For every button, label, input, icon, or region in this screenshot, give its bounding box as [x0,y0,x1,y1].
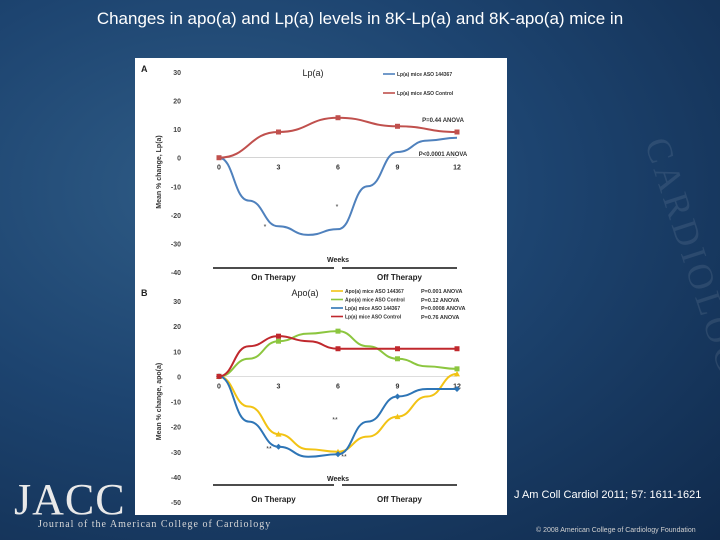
panel-a-stat-label: P<0.0001 ANOVA [419,152,468,158]
panel-a-ylabel: Mean % change, Lp(a) [156,135,163,209]
panel-b-data-point [335,451,341,458]
panel-b-data-point [276,338,281,344]
panel-a-data-point [216,155,222,161]
panel-b-ytick-label: 30 [173,299,181,306]
panel-b-significance-mark: ** [341,454,347,461]
panel-b-phase-label: Off Therapy [377,495,422,504]
panel-b-data-point [454,370,460,377]
panel-b-data-point [394,413,401,420]
panel-a-xtick-label: 6 [336,165,340,172]
panel-b-significance-mark: ** [266,446,272,453]
panel-b-series-line [218,330,458,378]
panel-b-legend-label: Lp(a) mice ASO Control [345,315,402,321]
panel-b-ytick-label: -30 [171,450,181,457]
panel-a-xtick-label: 9 [396,165,400,172]
panel-a-data-point [395,123,400,129]
panel-b-ytick-label: 0 [177,374,181,381]
panel-a-ytick-label: 10 [173,127,181,134]
panel-b-series-line [218,335,457,378]
panel-a-phase-label: Off Therapy [377,273,422,282]
jacc-logo: JACC [14,475,126,524]
panel-a-legend-label: Lp(a) mice ASO 144367 [397,72,452,78]
panel-a-phase-label: On Therapy [251,273,296,282]
panel-b-data-point [275,431,282,437]
panel-b-xlabel: Weeks [327,476,349,483]
panel-b-data-point [454,385,460,392]
journal-name: Journal of the American College of Cardi… [38,519,272,530]
panel-b-data-point [335,328,341,334]
panel-b-significance-mark: ** [332,417,338,424]
panel-a-ytick-label: -10 [171,184,181,191]
panel-b-data-point [454,366,460,372]
panel-a-legend-label: Lp(a) mice ASO Control [397,91,454,97]
panel-b-xtick-label: 3 [277,383,281,390]
panel-a-ytick-label: -20 [171,213,181,220]
panel-b-data-point [276,333,281,339]
panel-a-letter: A [141,64,148,74]
panel-b-title: Apo(a) [291,288,318,298]
panel-b-phase-label: On Therapy [251,495,296,504]
panel-a-xtick-label: 3 [277,165,281,172]
panel-a-ytick-label: 20 [173,99,181,106]
panel-b-data-point [395,356,400,362]
panel-a-data-point [454,129,460,135]
panel-b-ytick-label: -10 [171,400,181,407]
panel-a-xtick-label: 12 [453,165,461,172]
watermark-text: CARDIOLOGY [637,132,720,410]
panel-b-legend-label: Apo(a) mice ASO 144367 [345,289,404,295]
panel-a-significance-mark: * [336,204,339,211]
panel-b-ytick-label: -40 [171,475,181,482]
panel-b-legend-label: Lp(a) mice ASO 144367 [345,306,400,312]
panel-b-stat-label: P=0.0008 ANOVA [421,306,466,312]
panel-a-ytick-label: 30 [173,70,181,77]
panel-a-data-point [335,115,341,121]
panel-b-data-point [394,393,401,400]
figure-panel: A Lp(a) -40 -30 -20 -10 0 10 20 30 Mean % change, … [135,58,507,515]
panel-b-stat-label: P=0.001 ANOVA [421,289,462,295]
panel-b-ytick-label: -50 [171,500,181,507]
panel-b-data-point [216,373,222,379]
panel-a-data-point [276,129,281,135]
panel-b-ytick-label: 20 [173,324,181,331]
panel-a-xtick-label: 0 [217,165,221,172]
slide-title: Changes in apo(a) and Lp(a) levels in 8K… [96,9,624,28]
panel-a-ytick-label: 0 [177,156,181,163]
panel-b-stat-label: P=0.12 ANOVA [421,298,459,304]
panel-b-data-point [454,346,460,352]
panel-b-xtick-label: 6 [336,383,340,390]
panel-b-stat-label: P=0.76 ANOVA [421,315,459,321]
panel-a-series-line [218,136,458,236]
panel-a-stat-label: P=0.44 ANOVA [422,118,465,124]
panel-a-ytick-label: -30 [171,241,181,248]
citation: J Am Coll Cardiol 2011; 57: 1611-1621 [514,489,702,501]
panel-a-ytick-label: -40 [171,270,181,277]
panel-b-ytick-label: -20 [171,425,181,432]
panel-a-title: Lp(a) [302,68,323,78]
panel-b-data-point [335,346,341,352]
panel-a-xlabel: Weeks [327,257,349,264]
panel-b-letter: B [141,288,148,298]
panel-b-ytick-label: 10 [173,349,181,356]
panel-b-xtick-label: 0 [217,383,221,390]
panel-b-legend-label: Apo(a) mice ASO Control [345,298,405,304]
copyright: © 2008 American College of Cardiology Fo… [536,527,696,534]
panel-b-data-point [395,346,400,352]
panel-b-xtick-label: 9 [396,383,400,390]
panel-a-significance-mark: * [264,224,267,231]
panel-b-data-point [275,443,282,450]
panel-b-ylabel: Mean % change, apo(a) [156,363,163,440]
